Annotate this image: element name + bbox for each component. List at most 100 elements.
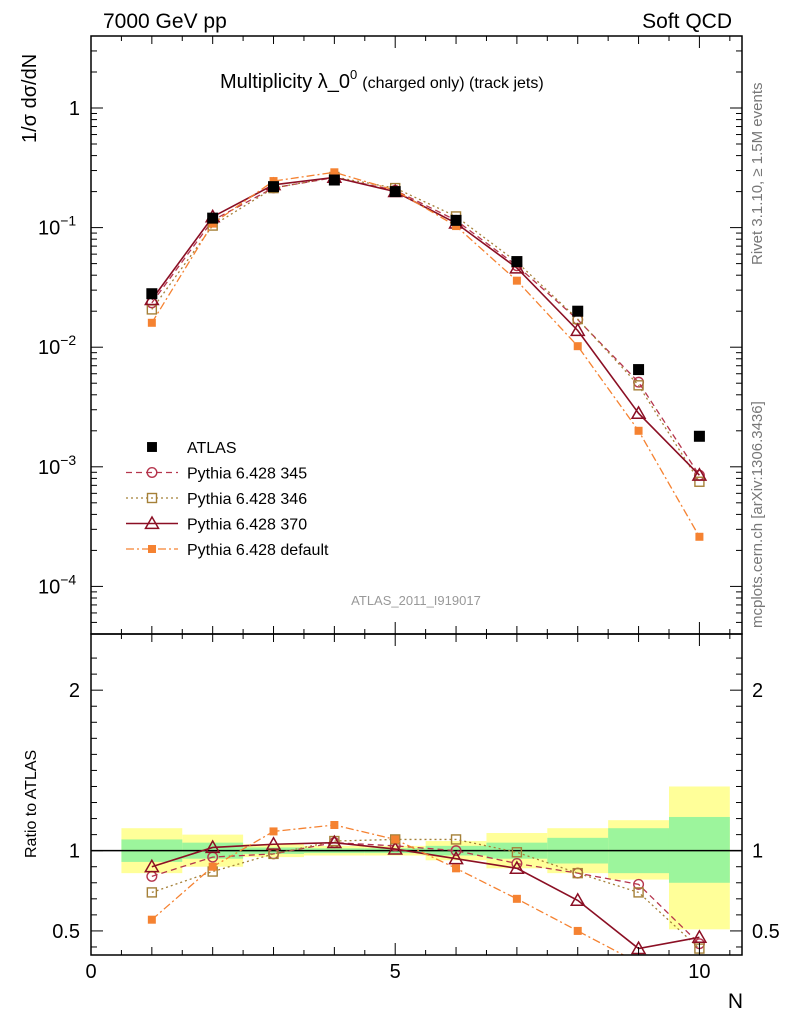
ratio-plot-area <box>91 786 742 967</box>
data-point <box>265 836 282 850</box>
main-y-tick-labels: 1 10−1 10−2 10−3 10−4 <box>38 98 80 598</box>
data-point <box>635 959 643 967</box>
data-point <box>387 841 403 855</box>
data-point <box>450 214 462 226</box>
data-point <box>146 887 158 898</box>
main-series-pythia-6-428-345 <box>146 172 705 481</box>
x-axis-label: N <box>728 990 743 1013</box>
data-point <box>207 212 219 224</box>
legend-label: Pythia 6.428 345 <box>187 466 307 483</box>
legend-marker <box>148 545 156 553</box>
data-point <box>573 342 582 351</box>
data-point <box>450 845 462 857</box>
legend-marker <box>146 492 158 504</box>
data-point <box>569 892 586 907</box>
series-line <box>151 841 700 945</box>
header-left: 7000 GeV pp <box>103 10 227 33</box>
legend-label: ATLAS <box>187 440 237 457</box>
ratio-series-pythia-6-428-346 <box>146 834 705 954</box>
main-series-pythia-6-428-default <box>147 168 704 541</box>
legend-label: Pythia 6.428 346 <box>187 491 307 508</box>
data-point <box>573 926 582 935</box>
ratio-y-tick-labels: 0.5 0.5 1 1 2 2 <box>52 680 780 943</box>
rivet-version-label: Rivet 3.1.10, ≥ 1.5M events <box>749 83 766 266</box>
legend-label: Pythia 6.428 default <box>187 542 329 559</box>
y-tick-label: 10−1 <box>38 213 76 240</box>
data-point <box>572 305 584 317</box>
legend-label: Pythia 6.428 370 <box>187 517 307 534</box>
main-panel: 1 10−1 10−2 10−3 10−4 Multiplicity λ_00(char… <box>19 35 743 635</box>
data-point <box>511 256 523 268</box>
legend-marker <box>147 442 157 452</box>
legend-entry: Pythia 6.428 default <box>126 542 329 559</box>
data-point <box>448 850 464 865</box>
uncertainty-band-inner <box>668 816 730 883</box>
mcplots-label: mcplots.cern.ch [arXiv:1306.3436] <box>749 401 766 628</box>
data-point <box>630 405 647 419</box>
ratio-axis-ticks <box>90 634 742 955</box>
data-point <box>512 276 521 285</box>
legend-marker <box>146 467 158 479</box>
main-series-atlas <box>146 174 705 442</box>
series-line <box>151 176 700 483</box>
data-point <box>509 860 525 874</box>
series-line <box>151 171 700 538</box>
main-series-pythia-6-428-370 <box>144 169 708 481</box>
data-point <box>268 181 280 193</box>
data-point <box>634 426 643 435</box>
series-line <box>151 838 700 950</box>
legend-entry: Pythia 6.428 346 <box>126 491 307 508</box>
data-point <box>691 929 708 943</box>
main-axis-ticks <box>90 35 742 635</box>
legend-marker <box>144 515 160 530</box>
legend: ATLAS Pythia 6.428 345 Pythia 6.428 346 Pyt… <box>126 440 329 559</box>
data-point <box>569 322 586 337</box>
y-tick-label: 10−3 <box>38 452 76 479</box>
series-line <box>151 176 700 476</box>
legend-entry: ATLAS <box>147 440 237 457</box>
x-tick-label: 10 <box>688 961 710 983</box>
data-point <box>330 820 339 829</box>
data-point <box>146 288 158 300</box>
chart-title: Multiplicity λ_00(charged only) (track j… <box>220 67 544 93</box>
data-point <box>269 827 278 836</box>
analysis-watermark: ATLAS_2011_I919017 <box>351 593 481 608</box>
data-point <box>633 887 644 898</box>
data-point <box>572 867 583 879</box>
x-tick-label: 5 <box>390 961 401 983</box>
ratio-y-axis-label: Ratio to ATLAS <box>23 750 40 858</box>
legend-entry: Pythia 6.428 370 <box>126 515 307 534</box>
data-point <box>330 168 339 177</box>
data-point <box>452 864 461 873</box>
data-point <box>147 318 156 327</box>
data-point <box>691 467 708 481</box>
data-point <box>208 862 217 871</box>
data-point <box>633 878 645 890</box>
y-tick-label-right: 2 <box>752 680 763 702</box>
y-tick-label: 0.5 <box>52 921 80 943</box>
data-point <box>633 380 644 391</box>
data-point <box>512 894 521 903</box>
data-point <box>147 915 156 924</box>
data-point <box>694 476 705 487</box>
data-point <box>450 834 462 845</box>
y-tick-label: 2 <box>69 680 80 702</box>
y-tick-label: 1 <box>69 98 80 120</box>
data-point <box>328 174 340 186</box>
legend-entry: Pythia 6.428 345 <box>126 466 307 483</box>
data-point <box>144 858 160 873</box>
y-tick-label: 10−2 <box>38 332 76 359</box>
ratio-series-pythia-6-428-default <box>147 820 643 967</box>
data-point <box>695 532 704 541</box>
data-point <box>204 839 221 854</box>
y-tick-label-right: 0.5 <box>752 921 780 943</box>
data-point <box>452 222 461 231</box>
data-point <box>326 834 343 849</box>
ratio-panel: 0.5 0.5 1 1 2 2 0 5 10 Ratio to ATLAS N <box>23 633 780 1013</box>
data-point <box>269 177 278 186</box>
data-point <box>389 186 401 198</box>
data-point <box>633 364 645 376</box>
y-tick-label: 1 <box>69 841 80 863</box>
header-right: Soft QCD <box>642 10 732 33</box>
